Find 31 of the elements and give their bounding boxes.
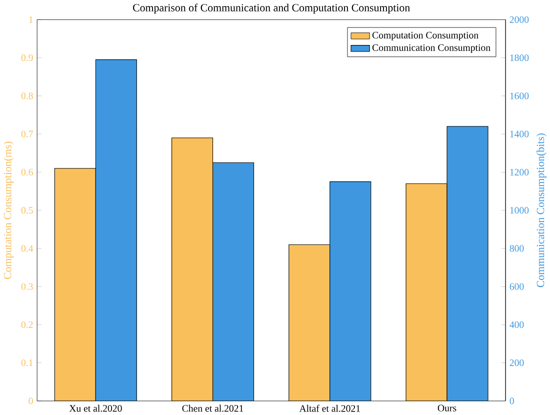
y2-tick-label: 200 bbox=[510, 359, 524, 366]
y2-tick-label: 2000 bbox=[510, 16, 529, 23]
y2-tick-label: 1200 bbox=[510, 168, 529, 176]
y-tick-label: 0.9 bbox=[21, 54, 33, 61]
y-tick-label: 0.6 bbox=[21, 168, 33, 176]
legend-label: Communication Consumption bbox=[372, 44, 490, 53]
y-axis-title: Computation Consumption(ms) bbox=[4, 141, 14, 279]
y2-tick-label: 800 bbox=[510, 244, 524, 252]
x-tick-label: Altaf et al.2021 bbox=[299, 404, 360, 412]
chart-title: Comparison of Communication and Computation Consumption bbox=[133, 3, 410, 14]
x-tick-label: Chen et al.2021 bbox=[182, 404, 244, 412]
y2-axis-title: Communication Consumption(bits) bbox=[536, 133, 546, 287]
y-tick-label: 0.7 bbox=[21, 130, 33, 138]
y2-tick-label: 1400 bbox=[510, 130, 529, 138]
y2-tick-label: 1000 bbox=[510, 206, 529, 214]
y-tick-label: 0.3 bbox=[21, 282, 33, 290]
y2-tick-label: 600 bbox=[510, 283, 524, 290]
x-tick-label: Xu et al.2020 bbox=[69, 404, 122, 412]
legend-label: Computation Consumption bbox=[372, 32, 478, 40]
y-tick-label: 0 bbox=[28, 397, 33, 404]
y2-tick-label: 1600 bbox=[510, 92, 529, 99]
y-tick-label: 0.1 bbox=[21, 359, 33, 366]
y-tick-label: 1 bbox=[29, 16, 33, 23]
y2-tick-label: 400 bbox=[510, 321, 524, 328]
x-tick-label: Ours bbox=[438, 404, 456, 412]
y-tick-label: 0.2 bbox=[21, 321, 33, 328]
y-tick-label: 0.4 bbox=[21, 244, 34, 252]
y-tick-label: 0.5 bbox=[21, 206, 33, 214]
y2-tick-label: 1800 bbox=[510, 54, 529, 61]
y-tick-label: 0.8 bbox=[21, 92, 33, 99]
y2-tick-label: 0 bbox=[510, 397, 514, 404]
